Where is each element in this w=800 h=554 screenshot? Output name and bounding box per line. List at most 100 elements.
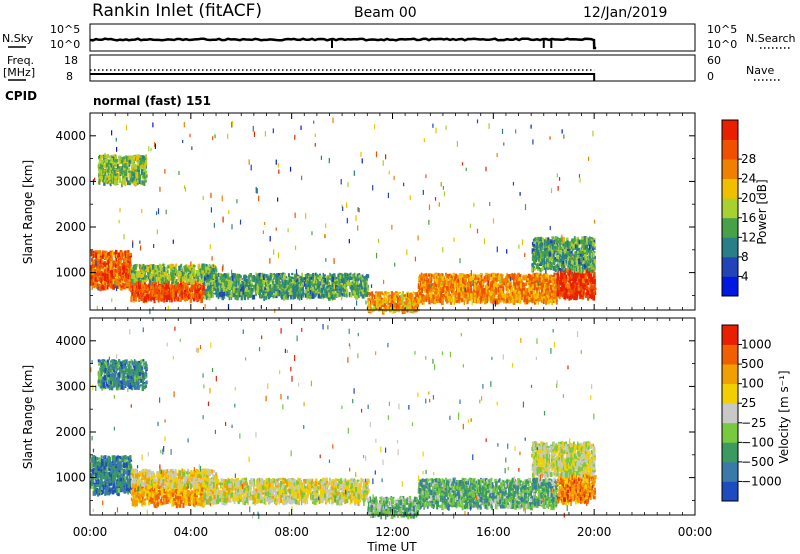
- data-cell: [151, 294, 155, 300]
- data-cell: [90, 279, 92, 286]
- data-cell: [129, 271, 132, 278]
- data-cell: [133, 180, 135, 186]
- data-cell: [212, 267, 215, 272]
- data-cell: [107, 259, 110, 265]
- data-cell: [188, 269, 191, 274]
- data-cell: [403, 294, 406, 297]
- data-cell: [284, 291, 286, 295]
- data-cell: [179, 297, 182, 302]
- data-cell: [209, 279, 212, 283]
- data-cell: [302, 289, 305, 294]
- data-cell: [404, 296, 407, 299]
- freq-tick-top: 18: [64, 54, 78, 67]
- data-cell: [160, 264, 162, 267]
- data-cell: [178, 273, 181, 278]
- data-cell: [397, 304, 400, 309]
- data-cell: [103, 254, 105, 260]
- data-cell: [374, 297, 377, 300]
- data-cell: [140, 265, 144, 270]
- data-cell: [464, 298, 467, 302]
- data-cell: [294, 274, 298, 278]
- data-cell: [315, 273, 319, 278]
- data-cell: [210, 292, 213, 297]
- data-cell: [319, 295, 322, 299]
- data-cell: [304, 279, 307, 286]
- data-cell: [157, 292, 161, 295]
- data-cell: [307, 284, 311, 290]
- data-cell: [169, 284, 172, 288]
- data-cell: [220, 280, 223, 285]
- data-cell: [120, 159, 124, 164]
- data-cell: [186, 297, 189, 301]
- data-cell: [155, 274, 158, 278]
- data-cell: [150, 285, 153, 290]
- data-cell: [327, 275, 329, 280]
- data-cell: [101, 277, 104, 280]
- data-cell: [143, 284, 146, 291]
- data-cell: [253, 276, 256, 282]
- data-cell: [116, 255, 118, 259]
- data-cell: [106, 284, 109, 290]
- data-cell: [205, 279, 209, 283]
- data-cell: [371, 294, 374, 299]
- data-cell: [105, 166, 108, 173]
- data-cell: [112, 268, 116, 273]
- data-cell: [131, 164, 133, 171]
- data-cell: [126, 169, 129, 175]
- data-cell: [130, 287, 133, 292]
- data-cell: [185, 284, 188, 288]
- data-cell: [304, 283, 307, 288]
- data-cell: [95, 267, 99, 272]
- data-cell: [314, 294, 317, 298]
- data-cell: [91, 285, 93, 290]
- data-cell: [101, 260, 104, 263]
- data-cell: [121, 180, 124, 185]
- data-cell: [336, 292, 339, 298]
- data-cell: [100, 166, 103, 173]
- data-cell: [141, 158, 144, 162]
- data-cell: [244, 275, 248, 278]
- data-cell: [502, 274, 504, 277]
- data-cell: [182, 266, 185, 269]
- data-cell: [260, 276, 263, 283]
- data-cell: [218, 278, 221, 283]
- data-cell: [94, 272, 97, 277]
- data-cell: [380, 291, 383, 295]
- data-cell: [383, 299, 385, 302]
- data-cell: [261, 295, 263, 298]
- data-cell: [491, 299, 494, 305]
- data-cell: [213, 264, 216, 271]
- data-cell: [141, 164, 144, 167]
- data-cell: [385, 300, 389, 305]
- data-cell: [334, 294, 338, 297]
- data-cell: [199, 293, 203, 296]
- data-cell: [104, 275, 107, 282]
- data-cell: [278, 273, 281, 276]
- data-cell: [125, 264, 128, 269]
- data-cell: [253, 287, 255, 291]
- data-cell: [354, 291, 356, 297]
- data-cell: [119, 278, 123, 283]
- data-cell: [128, 253, 131, 259]
- data-cell: [142, 166, 144, 170]
- data-cell: [395, 292, 398, 296]
- data-cell: [205, 275, 209, 280]
- data-cell: [266, 291, 269, 295]
- data-cell: [140, 169, 143, 175]
- data-cell: [372, 293, 374, 297]
- data-cell: [120, 249, 122, 254]
- data-cell: [140, 180, 142, 185]
- data-cell: [233, 273, 236, 278]
- data-cell: [166, 270, 168, 275]
- data-cell: [226, 291, 229, 297]
- data-cell: [147, 284, 150, 290]
- data-cell: [165, 295, 168, 302]
- data-cell: [309, 276, 313, 280]
- data-cell: [328, 289, 331, 294]
- data-cell: [118, 172, 120, 179]
- data-cell: [230, 282, 233, 288]
- data-cell: [350, 276, 353, 281]
- data-cell: [401, 300, 404, 305]
- data-cell: [368, 297, 371, 302]
- data-cell: [365, 287, 368, 290]
